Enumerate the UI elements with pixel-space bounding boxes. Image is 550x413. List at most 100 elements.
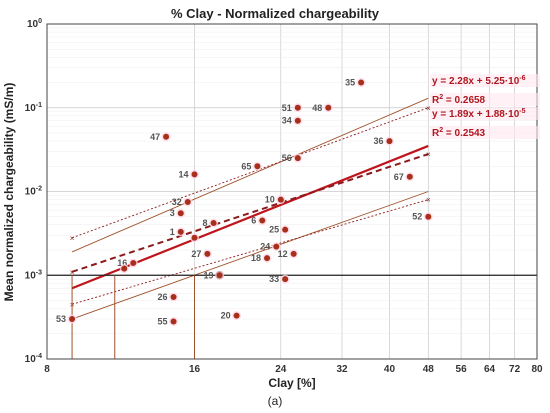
point-label: 26 bbox=[158, 292, 168, 302]
y-tick-label: 10-3 bbox=[25, 269, 42, 281]
panel-label: (a) bbox=[268, 394, 283, 408]
point-label: 14 bbox=[178, 169, 188, 179]
x-tick-label: 64 bbox=[484, 364, 496, 375]
point-label: 8 bbox=[203, 218, 208, 228]
x-marker: × bbox=[426, 196, 431, 205]
data-point bbox=[386, 138, 393, 145]
point-label: 19 bbox=[204, 270, 214, 280]
point-label: 52 bbox=[412, 212, 422, 222]
data-point bbox=[184, 198, 191, 205]
x-marker: × bbox=[70, 234, 75, 243]
fit-line bbox=[71, 107, 429, 239]
fit-equation: y = 2.28x + 5.25·10-6 bbox=[432, 75, 526, 87]
y-tick-label: 10-1 bbox=[25, 102, 42, 114]
point-label: 65 bbox=[241, 161, 251, 171]
data-point bbox=[406, 173, 413, 180]
reference-lines bbox=[47, 271, 537, 359]
data-point bbox=[294, 104, 301, 111]
point-label: 1 bbox=[170, 227, 175, 237]
x-marker: × bbox=[70, 268, 75, 277]
point-label: 32 bbox=[172, 197, 182, 207]
point-label: 16 bbox=[117, 258, 127, 268]
fit-line bbox=[71, 199, 429, 305]
point-label: 56 bbox=[282, 153, 292, 163]
x-tick-label: 80 bbox=[531, 364, 543, 375]
data-point bbox=[282, 226, 289, 233]
data-point bbox=[210, 220, 217, 227]
data-point bbox=[69, 316, 76, 323]
data-point bbox=[294, 117, 301, 124]
data-point bbox=[264, 255, 271, 262]
x-tick-label: 40 bbox=[384, 364, 396, 375]
x-tick-label: 24 bbox=[275, 364, 287, 375]
data-point bbox=[130, 260, 137, 267]
data-point bbox=[325, 104, 332, 111]
x-tick-label: 56 bbox=[456, 364, 468, 375]
point-label: 24 bbox=[260, 242, 270, 252]
data-point bbox=[273, 243, 280, 250]
data-point bbox=[191, 171, 198, 178]
data-point bbox=[177, 210, 184, 217]
data-point bbox=[294, 155, 301, 162]
point-label: 25 bbox=[269, 225, 279, 235]
equation-bg bbox=[430, 126, 540, 139]
point-label: 20 bbox=[221, 311, 231, 321]
fit-line bbox=[71, 191, 429, 320]
fit-r2: R2 = 0.2658 bbox=[432, 94, 486, 106]
chart-title: % Clay - Normalized chargeability bbox=[171, 6, 380, 21]
fit-r2: R2 = 0.2543 bbox=[432, 127, 486, 139]
x-tick-label: 32 bbox=[336, 364, 348, 375]
plot-frame bbox=[46, 23, 538, 360]
data-point bbox=[170, 293, 177, 300]
y-tick-label: 10-4 bbox=[25, 353, 42, 365]
point-label: 53 bbox=[56, 314, 66, 324]
fit-lines: ×××××× bbox=[70, 97, 431, 320]
point-label: 34 bbox=[282, 116, 292, 126]
equation-bg bbox=[430, 107, 540, 120]
fit-equation: y = 1.89x + 1.88·10-5 bbox=[432, 108, 526, 120]
data-point bbox=[233, 312, 240, 319]
x-axis-title: Clay [%] bbox=[268, 376, 315, 390]
point-label: 47 bbox=[150, 132, 160, 142]
y-axis-title: Mean normalized chargeability (mS/m) bbox=[2, 83, 16, 302]
data-point bbox=[121, 265, 128, 272]
point-label: 10 bbox=[265, 195, 275, 205]
y-tick-label: 10-2 bbox=[25, 186, 42, 198]
data-point bbox=[282, 276, 289, 283]
fit-equations: y = 2.28x + 5.25·10-6 R2 = 0.2658 y = 1.89… bbox=[430, 74, 540, 139]
point-label: 51 bbox=[282, 103, 292, 113]
x-marker: × bbox=[426, 150, 431, 159]
data-point bbox=[163, 133, 170, 140]
point-label: 67 bbox=[394, 172, 404, 182]
x-tick-label: 16 bbox=[189, 364, 201, 375]
point-label: 27 bbox=[191, 249, 201, 259]
y-tick-label: 100 bbox=[27, 18, 42, 30]
point-label: 6 bbox=[251, 216, 256, 226]
x-tick-label: 48 bbox=[423, 364, 435, 375]
data-point bbox=[170, 318, 177, 325]
x-tick-label: 72 bbox=[509, 364, 521, 375]
data-point bbox=[191, 234, 198, 241]
point-label: 48 bbox=[312, 103, 322, 113]
x-tick-label: 8 bbox=[44, 364, 50, 375]
point-label: 36 bbox=[373, 136, 383, 146]
equation-bg bbox=[430, 74, 540, 87]
data-point bbox=[177, 228, 184, 235]
data-point bbox=[259, 217, 266, 224]
x-marker: × bbox=[426, 104, 431, 113]
data-point bbox=[254, 163, 261, 170]
point-label: 18 bbox=[251, 253, 261, 263]
data-point bbox=[358, 79, 365, 86]
fit-line bbox=[71, 153, 429, 273]
point-label: 55 bbox=[158, 317, 168, 327]
equation-bg bbox=[430, 93, 540, 106]
point-label: 35 bbox=[345, 78, 355, 88]
data-point bbox=[290, 250, 297, 257]
data-point bbox=[277, 196, 284, 203]
point-label: 3 bbox=[170, 208, 175, 218]
data-point bbox=[216, 272, 223, 279]
point-label: 33 bbox=[269, 274, 279, 284]
data-point bbox=[204, 250, 211, 257]
